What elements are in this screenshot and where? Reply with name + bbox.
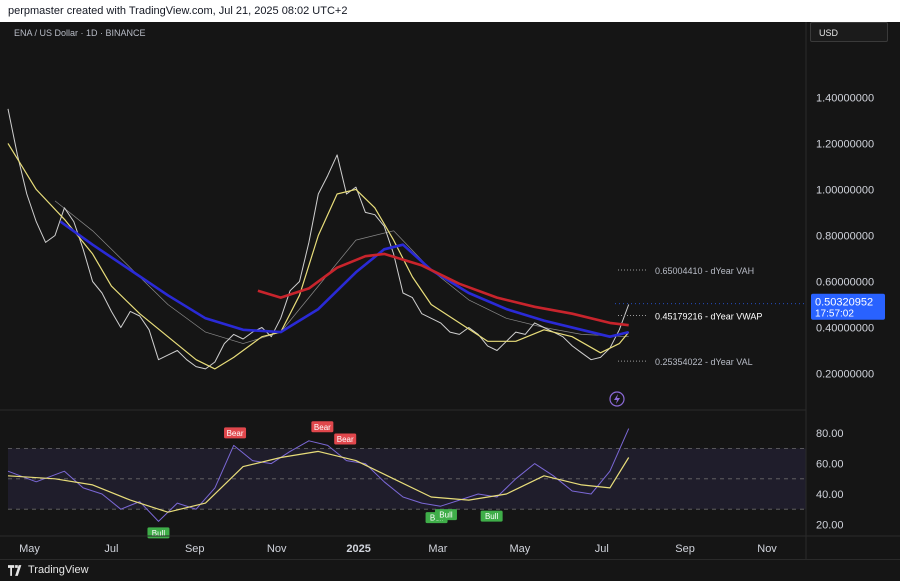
- price-series-red-vwap: [257, 252, 629, 327]
- rsi-band: [8, 448, 806, 510]
- price-tick-label: 0.60000000: [816, 276, 874, 288]
- footer-brand: TradingView: [28, 564, 89, 576]
- bull-signal: Bull: [147, 527, 170, 539]
- time-tick-label: Sep: [185, 543, 205, 555]
- symbol-line: ENA / US Dollar · 1D · BINANCE: [14, 28, 146, 38]
- price-series-price: [7, 108, 630, 370]
- author-line: perpmaster created with TradingView.com,…: [8, 5, 348, 17]
- time-tick-label: May: [509, 543, 530, 555]
- annotation-label: 0.65004410 - dYear VAH: [655, 266, 754, 276]
- bull-signal: Bull: [480, 510, 503, 522]
- rsi-tick-label: 60.00: [816, 459, 844, 471]
- rsi-tick-label: 20.00: [816, 519, 844, 531]
- annotation-label: 0.45179216 - dYear VWAP: [655, 312, 762, 322]
- signal-label: Bull: [152, 529, 166, 538]
- price-series-yellow-ma: [7, 143, 630, 370]
- rsi-tick-label: 80.00: [816, 428, 844, 440]
- rsi-tick-label: 40.00: [816, 489, 844, 501]
- chart-svg[interactable]: 0.65004410 - dYear VAH 0.45179216 - dYear…: [0, 22, 900, 559]
- annotation-label: 0.25354022 - dYear VAL: [655, 357, 753, 367]
- time-tick-label: 2025: [346, 543, 370, 555]
- price-tick-label: 0.80000000: [816, 230, 874, 242]
- lightning-icon-ring: [609, 391, 625, 407]
- axes: 1.40000000 1.20000000 1.00000000 0.80000000…: [0, 22, 900, 559]
- bear-signal: Bear: [334, 433, 357, 445]
- price-pane: 0.65004410 - dYear VAH 0.45179216 - dYear…: [7, 108, 806, 407]
- tradingview-logo-icon: [8, 565, 22, 576]
- bear-signal: Bear: [311, 421, 334, 433]
- chart-area[interactable]: ENA / US Dollar · 1D · BINANCE USD 0.650…: [0, 22, 900, 559]
- signal-label: Bear: [227, 429, 244, 438]
- last-price-value: 0.50320952: [815, 297, 873, 309]
- footer-bar: TradingView: [0, 559, 900, 581]
- currency-button[interactable]: USD: [810, 22, 888, 42]
- time-tick-label: Nov: [757, 543, 777, 555]
- time-tick-label: Mar: [428, 543, 447, 555]
- price-tick-label: 0.40000000: [816, 322, 874, 334]
- signal-box: [224, 427, 247, 439]
- price-tick-label: 1.40000000: [816, 92, 874, 104]
- signal-box: [434, 509, 457, 521]
- price-series-blue-ma: [59, 220, 630, 338]
- time-tick-label: May: [19, 543, 40, 555]
- signal-label: Bull: [439, 511, 453, 520]
- author-bar: perpmaster created with TradingView.com,…: [0, 0, 900, 22]
- rsi-ma-line: [7, 450, 630, 513]
- rsi-line: [7, 428, 630, 522]
- time-tick-label: Jul: [104, 543, 118, 555]
- time-tick-label: Nov: [267, 543, 287, 555]
- last-price-badge: [811, 293, 885, 320]
- signal-box: [334, 433, 357, 445]
- last-price-countdown: 17:57:02: [815, 309, 854, 320]
- signal-box: [480, 510, 503, 522]
- lightning-icon-bolt: [614, 394, 620, 404]
- bull-signal: Bull: [434, 509, 457, 521]
- signal-label: Bear: [314, 423, 331, 432]
- price-tick-label: 1.00000000: [816, 184, 874, 196]
- price-tick-label: 1.20000000: [816, 138, 874, 150]
- signal-label: Bull: [485, 512, 499, 521]
- lightning-icon[interactable]: [609, 391, 625, 407]
- signal-box: [311, 421, 334, 433]
- time-tick-label: Jul: [595, 543, 609, 555]
- price-series-gray-ma: [54, 200, 629, 344]
- signal-label: Bear: [337, 435, 354, 444]
- price-tick-label: 0.20000000: [816, 368, 874, 380]
- rsi-pane: BullBearBearBearBullBullBull: [7, 421, 806, 539]
- time-tick-label: Sep: [675, 543, 695, 555]
- bear-signal: Bear: [224, 427, 247, 439]
